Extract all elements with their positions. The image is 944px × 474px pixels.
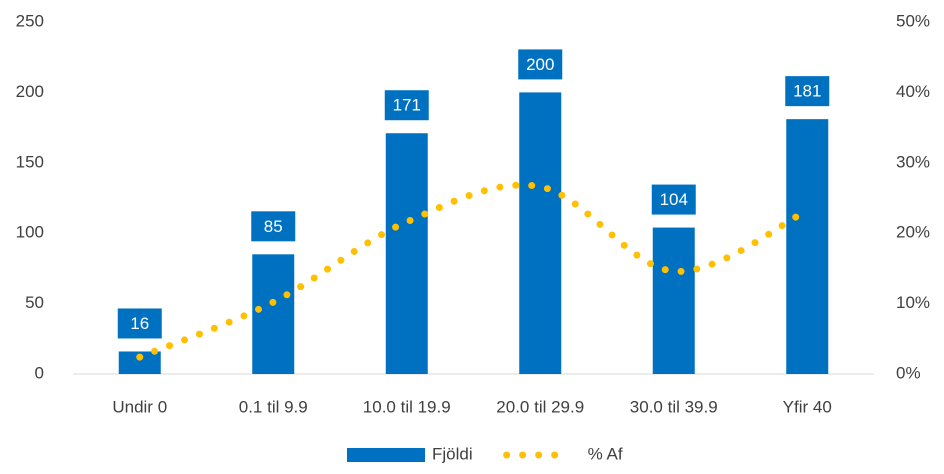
- x-tick-label: Undir 0: [112, 397, 167, 416]
- y-tick-label: 0: [35, 363, 44, 382]
- bar: [786, 119, 829, 374]
- y2-tick-label: 20%: [896, 223, 930, 242]
- legend-swatch: [347, 448, 425, 462]
- x-tick-label: Yfir 40: [783, 397, 832, 416]
- bar: [385, 133, 428, 374]
- data-label: 200: [526, 55, 554, 74]
- y2-tick-label: 50%: [896, 11, 930, 30]
- data-label-box: [649, 182, 698, 217]
- data-label-box: [382, 88, 431, 123]
- y2-tick-label: 30%: [896, 152, 930, 171]
- y2-tick-label: 40%: [896, 82, 930, 101]
- data-label-box: [783, 74, 832, 109]
- data-label: 171: [393, 96, 421, 115]
- bar: [519, 92, 562, 375]
- x-tick-label: 10.0 til 19.9: [363, 397, 451, 416]
- legend-label: Fjöldi: [432, 444, 473, 463]
- y-tick-label: 200: [16, 82, 44, 101]
- bar: [652, 227, 695, 374]
- x-tick-label: 0.1 til 9.9: [239, 397, 308, 416]
- x-tick-label: 20.0 til 29.9: [496, 397, 584, 416]
- data-label-box: [115, 306, 164, 341]
- data-label-box: [249, 209, 298, 244]
- y-tick-label: 250: [16, 11, 44, 30]
- y-tick-label: 50: [25, 293, 44, 312]
- y-tick-label: 100: [16, 223, 44, 242]
- data-label: 16: [130, 314, 149, 333]
- x-tick-label: 30.0 til 39.9: [630, 397, 718, 416]
- data-label: 85: [264, 217, 283, 236]
- y-tick-label: 150: [16, 152, 44, 171]
- line: [136, 181, 811, 361]
- y2-tick-label: 10%: [896, 293, 930, 312]
- bar: [252, 254, 295, 374]
- data-label: 181: [793, 82, 821, 101]
- y2-tick-label: 0%: [896, 363, 921, 382]
- data-label: 104: [660, 190, 688, 209]
- bar: [118, 351, 161, 374]
- data-label-box: [516, 47, 565, 82]
- legend-label: % Af: [588, 444, 623, 463]
